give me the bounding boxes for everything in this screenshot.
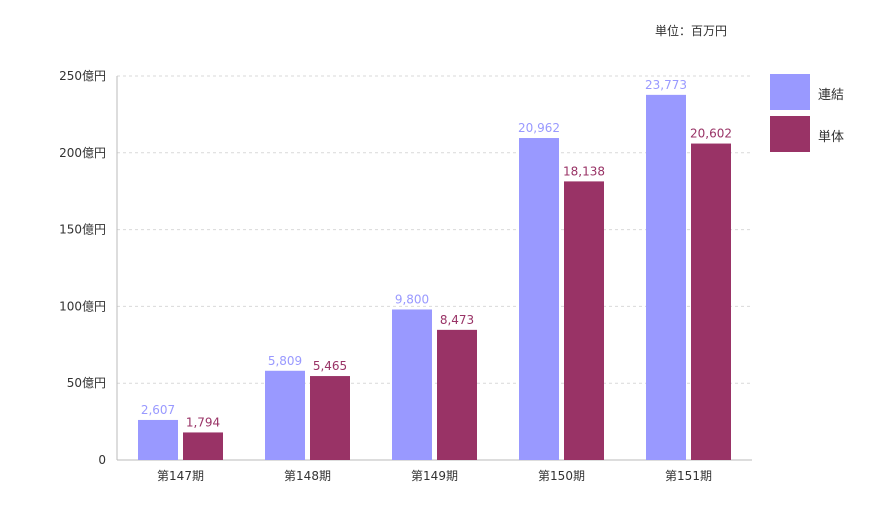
x-tick-label: 第150期	[538, 469, 585, 483]
y-tick-label: 100億円	[59, 299, 106, 313]
data-label-consolidated: 23,773	[645, 78, 687, 92]
y-tick-label: 250億円	[59, 69, 106, 83]
x-tick-label: 第147期	[157, 469, 204, 483]
bar-standalone	[564, 181, 604, 460]
x-tick-label: 第149期	[411, 469, 458, 483]
legend-swatch-consolidated	[770, 74, 810, 110]
y-tick-label: 200億円	[59, 146, 106, 160]
y-tick-label: 0	[98, 453, 106, 467]
y-tick-label: 150億円	[59, 223, 106, 237]
bar-standalone	[183, 432, 223, 460]
data-label-standalone: 5,465	[313, 359, 347, 373]
data-label-standalone: 20,602	[690, 127, 732, 141]
data-label-consolidated: 9,800	[395, 292, 429, 306]
unit-label: 単位：百万円	[655, 24, 728, 38]
bar-consolidated	[519, 138, 559, 460]
bar-standalone	[437, 329, 477, 460]
data-label-standalone: 8,473	[440, 313, 474, 327]
bar-standalone	[691, 143, 731, 460]
data-label-consolidated: 2,607	[141, 403, 175, 417]
bar-consolidated	[646, 94, 686, 461]
y-tick-label: 50億円	[67, 376, 106, 390]
data-label-consolidated: 5,809	[268, 354, 302, 368]
x-tick-label: 第148期	[284, 469, 331, 483]
legend-label-consolidated: 連結	[818, 88, 845, 103]
bar-consolidated	[138, 419, 178, 460]
bar-consolidated	[265, 370, 305, 460]
data-label-standalone: 18,138	[563, 164, 605, 178]
bar-standalone	[310, 376, 350, 460]
bar-consolidated	[392, 309, 432, 460]
legend-swatch-standalone	[770, 116, 810, 152]
x-tick-label: 第151期	[665, 469, 712, 483]
legend-label-standalone: 単体	[818, 130, 845, 145]
data-label-consolidated: 20,962	[518, 121, 560, 135]
data-label-standalone: 1,794	[186, 415, 220, 429]
